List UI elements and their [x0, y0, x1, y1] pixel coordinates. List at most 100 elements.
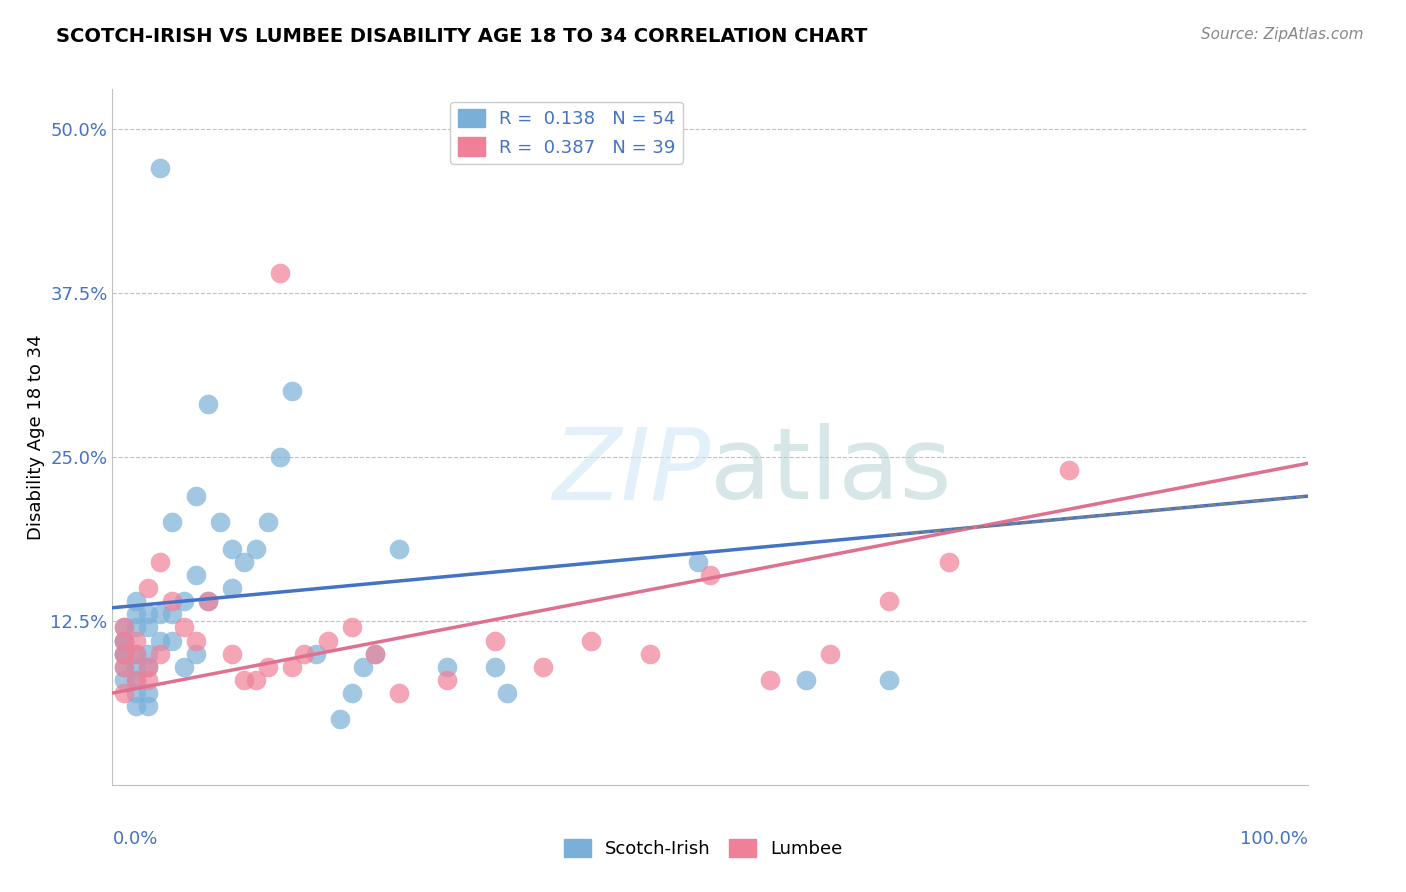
Point: [233, 673, 256, 687]
Point: [186, 489, 208, 503]
Point: [114, 633, 135, 648]
Point: [340, 686, 363, 700]
Point: [114, 647, 135, 661]
Point: [879, 594, 901, 608]
Point: [197, 397, 219, 411]
Point: [221, 647, 243, 661]
Point: [138, 620, 160, 634]
Point: [879, 673, 901, 687]
Point: [340, 620, 363, 634]
Point: [125, 647, 148, 661]
Text: Source: ZipAtlas.com: Source: ZipAtlas.com: [1201, 27, 1364, 42]
Point: [818, 647, 841, 661]
Legend: Scotch-Irish, Lumbee: Scotch-Irish, Lumbee: [557, 831, 849, 865]
Point: [245, 673, 267, 687]
Point: [759, 673, 782, 687]
Point: [138, 607, 160, 622]
Point: [794, 673, 817, 687]
Point: [162, 516, 183, 530]
Point: [138, 686, 160, 700]
Point: [281, 384, 304, 398]
Point: [484, 660, 506, 674]
Text: ZIP: ZIP: [551, 424, 710, 520]
Point: [125, 594, 148, 608]
Point: [579, 633, 602, 648]
Text: atlas: atlas: [710, 424, 952, 520]
Point: [125, 686, 148, 700]
Point: [125, 633, 148, 648]
Point: [197, 594, 219, 608]
Point: [125, 647, 148, 661]
Point: [125, 660, 148, 674]
Point: [114, 620, 135, 634]
Point: [209, 516, 232, 530]
Point: [352, 660, 374, 674]
Point: [699, 568, 721, 582]
Text: SCOTCH-IRISH VS LUMBEE DISABILITY AGE 18 TO 34 CORRELATION CHART: SCOTCH-IRISH VS LUMBEE DISABILITY AGE 18…: [56, 27, 868, 45]
Point: [221, 541, 243, 556]
Point: [138, 660, 160, 674]
Point: [138, 660, 160, 674]
Point: [186, 647, 208, 661]
Point: [138, 581, 160, 595]
Point: [316, 633, 339, 648]
Point: [149, 555, 172, 569]
Point: [388, 686, 411, 700]
Point: [245, 541, 267, 556]
Point: [364, 647, 387, 661]
Y-axis label: Disability Age 18 to 34: Disability Age 18 to 34: [27, 334, 45, 540]
Point: [114, 647, 135, 661]
Point: [186, 633, 208, 648]
Point: [281, 660, 304, 674]
Point: [114, 673, 135, 687]
Point: [149, 633, 172, 648]
Point: [138, 673, 160, 687]
Point: [257, 660, 280, 674]
Point: [640, 647, 662, 661]
Point: [436, 673, 458, 687]
Text: 100.0%: 100.0%: [1240, 830, 1308, 848]
Point: [114, 660, 135, 674]
Point: [125, 620, 148, 634]
Point: [149, 607, 172, 622]
Point: [531, 660, 554, 674]
Point: [233, 555, 256, 569]
Point: [496, 686, 519, 700]
Point: [257, 516, 280, 530]
Point: [114, 660, 135, 674]
Point: [436, 660, 458, 674]
Point: [114, 686, 135, 700]
Point: [114, 633, 135, 648]
Point: [186, 568, 208, 582]
Point: [938, 555, 960, 569]
Legend: R =  0.138   N = 54, R =  0.387   N = 39: R = 0.138 N = 54, R = 0.387 N = 39: [450, 102, 683, 164]
Point: [484, 633, 506, 648]
Point: [125, 699, 148, 714]
Point: [1057, 463, 1080, 477]
Text: 0.0%: 0.0%: [112, 830, 157, 848]
Point: [138, 647, 160, 661]
Point: [221, 581, 243, 595]
Point: [125, 673, 148, 687]
Point: [292, 647, 315, 661]
Point: [364, 647, 387, 661]
Point: [149, 161, 172, 175]
Point: [125, 673, 148, 687]
Point: [173, 660, 195, 674]
Point: [162, 607, 183, 622]
Point: [388, 541, 411, 556]
Point: [138, 699, 160, 714]
Point: [197, 594, 219, 608]
Point: [269, 266, 291, 280]
Point: [114, 620, 135, 634]
Point: [305, 647, 328, 661]
Point: [114, 633, 135, 648]
Point: [114, 647, 135, 661]
Point: [688, 555, 710, 569]
Point: [269, 450, 291, 464]
Point: [173, 620, 195, 634]
Point: [149, 647, 172, 661]
Point: [125, 607, 148, 622]
Point: [162, 633, 183, 648]
Point: [329, 712, 352, 726]
